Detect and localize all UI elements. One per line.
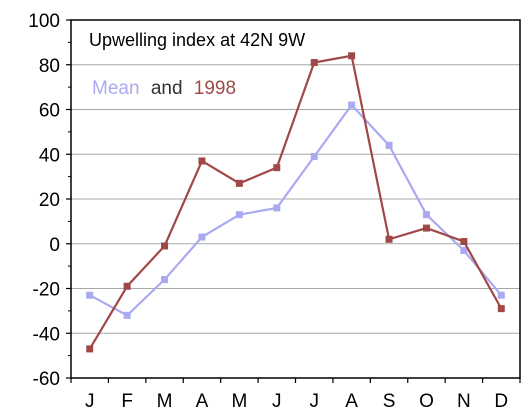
data-point-1998: [161, 242, 169, 250]
y-tick-label: -40: [33, 324, 60, 345]
data-point-1998: [460, 238, 468, 246]
data-point-mean: [422, 211, 430, 219]
x-tick-label: D: [494, 391, 508, 412]
data-point-1998: [123, 282, 131, 290]
series-line-1998: [88, 54, 503, 350]
data-point-mean: [123, 311, 131, 319]
data-point-mean: [310, 152, 318, 160]
x-tick-label: J: [309, 391, 319, 412]
data-point-mean: [385, 141, 393, 149]
data-point-1998: [422, 224, 430, 232]
y-tick-label: 80: [39, 56, 60, 77]
x-tick-label: O: [419, 391, 434, 412]
x-tick-label: M: [231, 391, 247, 412]
y-tick-label: 20: [39, 190, 60, 211]
series: [86, 52, 505, 353]
y-axis-ticks: -60 -40 -20 0 20 40 60 80 100: [28, 11, 71, 390]
legend: Mean and 1998: [92, 78, 236, 99]
y-tick-label: 60: [39, 101, 60, 122]
data-point-1998: [348, 52, 356, 60]
x-tick-label: A: [345, 391, 358, 412]
data-point-1998: [385, 235, 393, 243]
data-point-1998: [310, 59, 318, 67]
x-tick-label: N: [457, 391, 471, 412]
data-point-mean: [235, 211, 243, 219]
x-tick-label: J: [85, 391, 95, 412]
series-line-mean: [89, 103, 503, 317]
legend-entry-mean: Mean: [92, 78, 140, 99]
data-point-1998: [235, 179, 243, 187]
data-point-1998: [497, 305, 505, 313]
data-point-mean: [273, 204, 281, 212]
data-point-mean: [86, 291, 94, 299]
x-tick-label: F: [121, 391, 133, 412]
data-point-1998: [198, 157, 206, 165]
x-tick-label: A: [196, 391, 209, 412]
x-tick-label: M: [157, 391, 173, 412]
data-point-mean: [497, 291, 505, 299]
y-tick-label: 40: [39, 145, 60, 166]
legend-joiner: and: [151, 78, 183, 99]
data-point-mean: [198, 233, 206, 241]
data-point-mean: [161, 276, 169, 284]
legend-entry-1998: 1998: [194, 78, 236, 99]
x-tick-label: J: [272, 391, 282, 412]
data-point-1998: [273, 164, 281, 172]
y-tick-label: 100: [28, 11, 60, 32]
data-point-mean: [348, 101, 356, 109]
gridlines: [71, 64, 520, 334]
y-tick-label: -60: [33, 369, 60, 390]
data-point-mean: [460, 246, 468, 254]
data-point-1998: [86, 345, 94, 353]
chart-title: Upwelling index at 42N 9W: [89, 30, 305, 50]
y-tick-label: -20: [33, 280, 60, 301]
y-tick-label: 0: [49, 235, 60, 256]
x-tick-label: S: [383, 391, 396, 412]
